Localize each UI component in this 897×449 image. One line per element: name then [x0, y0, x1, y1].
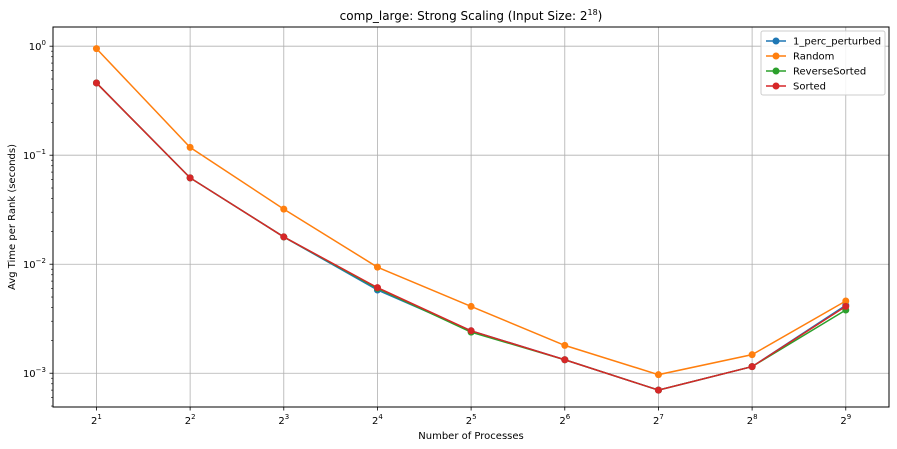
data-point-Sorted	[186, 174, 194, 182]
data-point-Random	[186, 143, 194, 151]
y-tick-label-exponent: −3	[36, 366, 46, 374]
x-tick-label-exponent: 3	[285, 413, 289, 421]
x-axis-label: Number of Processes	[418, 431, 523, 442]
x-tick-label-exponent: 7	[659, 413, 663, 421]
legend-swatch-marker	[772, 52, 780, 60]
chart-title-suffix: )	[598, 9, 603, 23]
data-point-Random	[92, 45, 100, 53]
data-point-Random	[373, 263, 381, 271]
chart-title: comp_large: Strong Scaling (Input Size: …	[340, 8, 603, 23]
x-tick-label: 22	[185, 413, 196, 427]
y-tick-label: 10−2	[23, 257, 46, 271]
x-tick-label: 28	[747, 413, 758, 427]
data-point-Sorted	[748, 363, 756, 371]
x-tick-label-base: 2	[653, 416, 659, 427]
data-point-Sorted	[467, 327, 475, 335]
x-tick-label-exponent: 9	[847, 413, 851, 421]
x-tick-label-base: 2	[91, 416, 97, 427]
chart-title-main: comp_large: Strong Scaling (Input Size: …	[340, 9, 588, 23]
x-tick-label: 26	[559, 413, 570, 427]
x-tick-label-base: 2	[278, 416, 284, 427]
data-point-Random	[280, 205, 288, 213]
y-axis-label: Avg Time per Rank (seconds)	[7, 144, 18, 290]
x-tick-label-exponent: 6	[566, 413, 571, 421]
chart-title-exponent: 18	[587, 8, 597, 17]
data-point-Sorted	[92, 79, 100, 87]
data-point-Sorted	[842, 302, 850, 310]
y-tick-label-exponent: −1	[36, 148, 46, 156]
x-tick-label: 25	[466, 413, 477, 427]
y-tick-label-base: 10	[23, 151, 36, 162]
data-point-Random	[467, 302, 475, 310]
x-tick-label-base: 2	[185, 416, 191, 427]
legend-swatch-marker	[772, 67, 780, 75]
legend-swatch-marker	[772, 37, 780, 45]
legend-box	[760, 30, 886, 96]
legend: 1_perc_perturbed Random ReverseSorted Sorte…	[760, 30, 886, 96]
legend-entry-label: Sorted	[793, 82, 826, 93]
data-point-Random	[561, 341, 569, 349]
x-tick-label-base: 2	[840, 416, 846, 427]
y-tick-label: 100	[29, 39, 46, 53]
series-layer	[92, 45, 850, 394]
data-point-Sorted	[280, 233, 288, 241]
legend-entry-label: 1_perc_perturbed	[793, 37, 881, 48]
x-tick-label-exponent: 1	[97, 413, 101, 421]
x-tick-label: 29	[840, 413, 851, 427]
x-tick-label-exponent: 5	[472, 413, 476, 421]
y-tick-label-exponent: 0	[42, 39, 46, 47]
y-tick-label-base: 10	[23, 260, 36, 271]
x-tick-label: 27	[653, 413, 664, 427]
y-tick-label: 10−1	[23, 148, 46, 162]
x-tick-label-exponent: 8	[753, 413, 757, 421]
legend-entry-label: ReverseSorted	[793, 67, 866, 78]
legend-entry-label: Random	[793, 52, 834, 63]
y-tick-label-exponent: −2	[36, 257, 46, 265]
y-tick-label: 10−3	[23, 366, 46, 380]
y-tick-label-base: 10	[29, 42, 42, 53]
data-point-Sorted	[654, 386, 662, 394]
x-tick-label-base: 2	[466, 416, 472, 427]
data-point-Random	[842, 297, 850, 305]
x-tick-label-base: 2	[747, 416, 753, 427]
data-point-Sorted	[561, 356, 569, 364]
data-point-Random	[748, 351, 756, 359]
x-tick-label: 24	[372, 413, 383, 427]
x-tick-label: 23	[278, 413, 289, 427]
x-tick-label-base: 2	[559, 416, 565, 427]
data-point-Sorted	[373, 284, 381, 292]
grid-lines	[53, 27, 889, 407]
data-point-Random	[654, 371, 662, 379]
legend-swatch-marker	[772, 82, 780, 90]
x-tick-label: 21	[91, 413, 102, 427]
y-tick-label-base: 10	[23, 369, 36, 380]
x-tick-label-exponent: 2	[191, 413, 195, 421]
x-tick-label-base: 2	[372, 416, 378, 427]
x-tick-label-exponent: 4	[378, 413, 383, 421]
